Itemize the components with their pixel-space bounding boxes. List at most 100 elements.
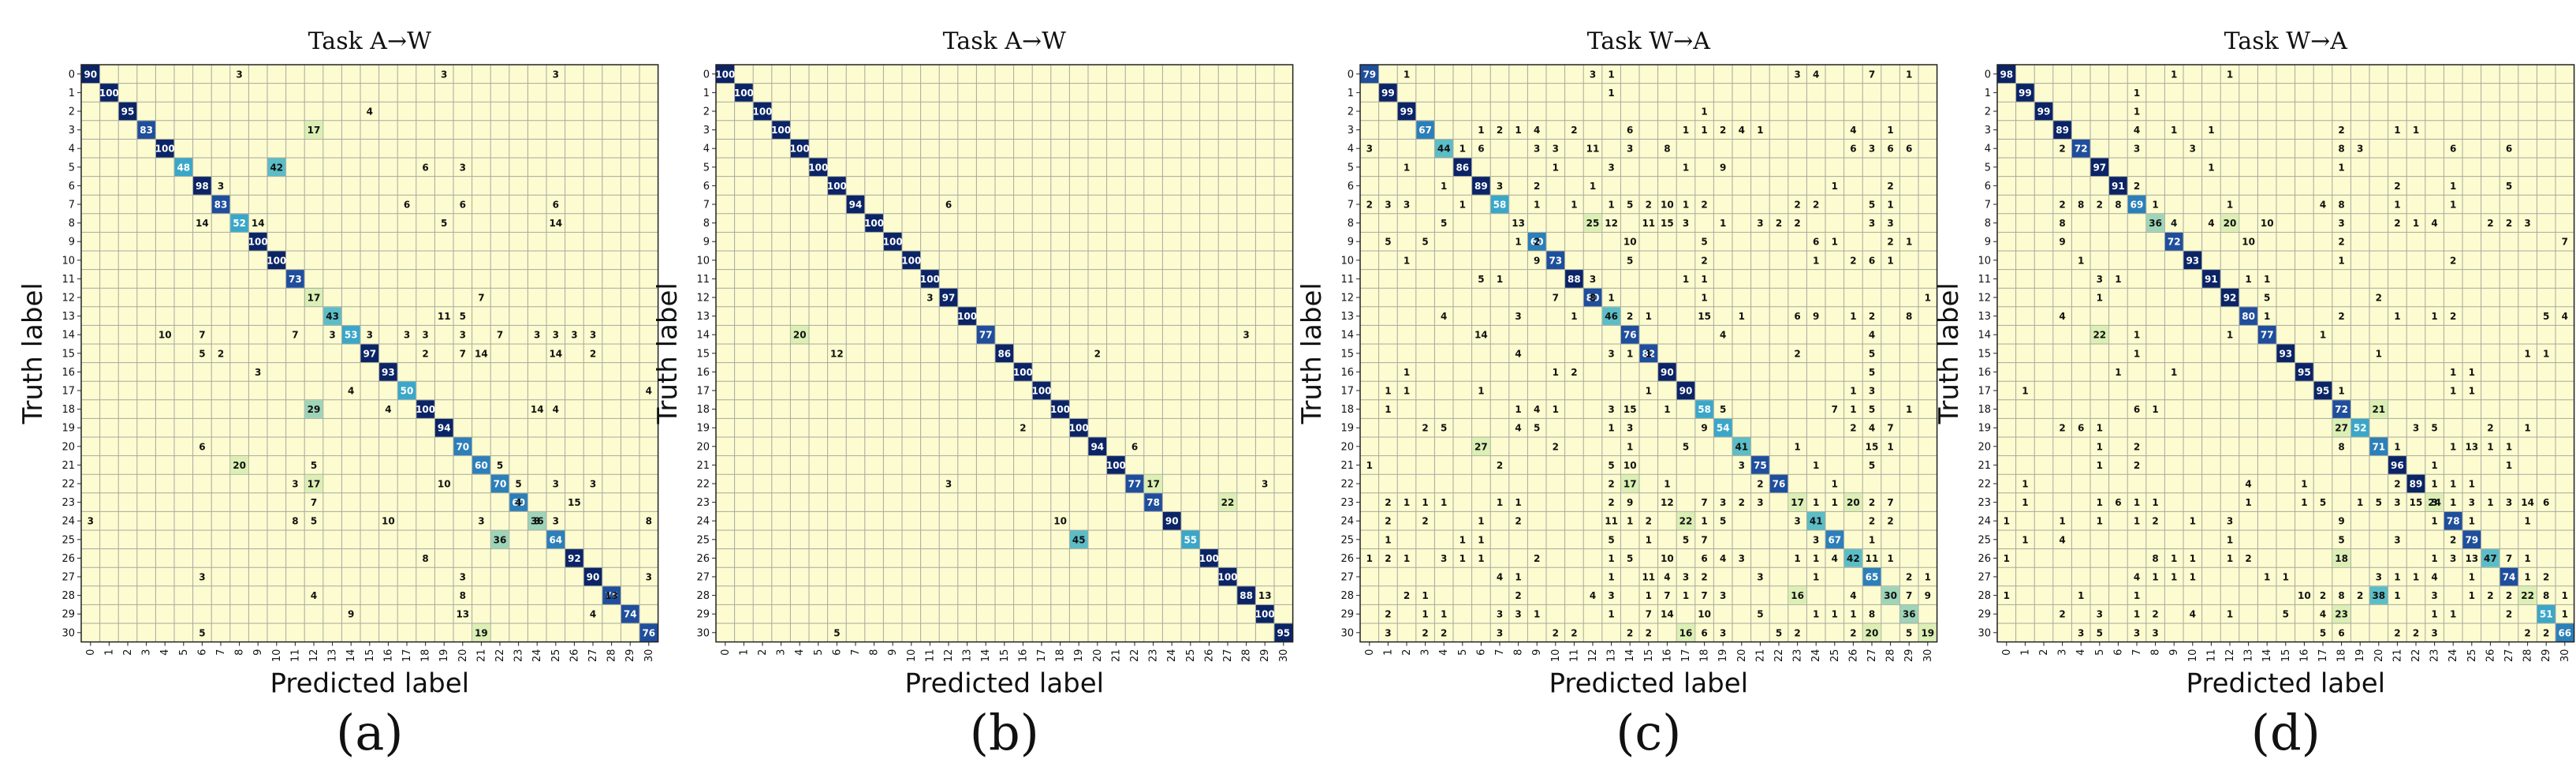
cell-value: 3 xyxy=(1497,181,1503,192)
cell-value: 47 xyxy=(2484,553,2497,564)
cell-value: 1 xyxy=(1683,200,1689,211)
matrix-cell xyxy=(2239,307,2257,325)
x-tick-label: 8 xyxy=(234,649,246,656)
matrix-panel-a: 9010095831004898835210010073844353979350… xyxy=(17,28,659,761)
x-tick-label: 13 xyxy=(2243,649,2255,663)
cell-value: 1 xyxy=(2097,293,2103,304)
y-axis-label: Truth label xyxy=(17,282,49,424)
y-tick-label: 14 xyxy=(1340,330,1354,342)
matrix-cell xyxy=(379,363,397,381)
cell-value: 36 xyxy=(1903,609,1916,620)
cell-value: 7 xyxy=(1832,404,1838,415)
cell-value: 23 xyxy=(2335,609,2348,620)
cell-value: 1 xyxy=(1887,255,1893,266)
cell-value: 14 xyxy=(475,348,488,359)
cell-value: 36 xyxy=(531,516,544,527)
cell-value: 74 xyxy=(2503,572,2516,583)
cell-value: 6 xyxy=(1131,441,1138,452)
cell-value: 1 xyxy=(2524,516,2530,527)
cell-value: 7 xyxy=(460,348,466,359)
cell-value: 2 xyxy=(2245,553,2251,564)
x-tick-label: 5 xyxy=(813,649,825,656)
cell-value: 2 xyxy=(2524,627,2530,638)
matrix-cell xyxy=(1490,195,1509,214)
cell-value: 1 xyxy=(2469,367,2475,378)
cell-value: 1 xyxy=(2394,572,2400,583)
x-tick-label: 15 xyxy=(1643,649,1655,663)
cell-value: 4 xyxy=(2431,218,2437,229)
cell-value: 1 xyxy=(2450,497,2456,508)
cell-value: 2 xyxy=(2134,441,2140,452)
x-tick-label: 26 xyxy=(1203,649,1215,663)
cell-value: 3 xyxy=(236,69,242,80)
x-tick-label: 23 xyxy=(513,649,525,663)
matrix-panel-d: 9899998972979169367293919280779395957252… xyxy=(1933,28,2575,761)
x-tick-label: 7 xyxy=(850,649,862,656)
cell-value: 3 xyxy=(255,367,261,378)
matrix-cell xyxy=(772,121,790,139)
cell-value: 44 xyxy=(1437,144,1451,155)
cell-value: 100 xyxy=(1031,386,1051,397)
x-tick-label: 2 xyxy=(757,649,769,656)
cell-value: 3 xyxy=(2227,516,2233,527)
matrix-cell xyxy=(2332,604,2350,623)
cell-value: 4 xyxy=(2562,311,2568,322)
x-tick-label: 12 xyxy=(1587,649,1599,663)
cell-value: 1 xyxy=(1720,218,1726,229)
matrix-cell xyxy=(1997,65,2016,84)
cell-value: 7 xyxy=(1869,69,1875,80)
cell-value: 2 xyxy=(2320,590,2326,601)
y-tick-label: 24 xyxy=(696,516,710,528)
x-tick-label: 7 xyxy=(2131,649,2143,656)
cell-value: 1 xyxy=(1887,200,1893,211)
cell-value: 2 xyxy=(2413,627,2419,638)
cell-value: 42 xyxy=(270,162,283,173)
cell-value: 3 xyxy=(1794,69,1800,80)
cell-value: 1 xyxy=(2134,609,2140,620)
cell-value: 6 xyxy=(1701,553,1707,564)
cell-value: 72 xyxy=(2075,144,2088,155)
cell-value: 1 xyxy=(2338,255,2344,266)
cell-value: 4 xyxy=(1739,125,1745,136)
cell-value: 4 xyxy=(1850,590,1856,601)
x-tick-label: 30 xyxy=(1278,649,1290,663)
matrix-cell xyxy=(509,493,528,511)
cell-value: 1 xyxy=(1478,386,1484,397)
cell-value: 2 xyxy=(2487,590,2493,601)
x-tick-label: 21 xyxy=(1110,649,1122,663)
matrix-cell xyxy=(921,270,939,288)
cell-value: 3 xyxy=(1627,423,1633,434)
cell-value: 5 xyxy=(2543,311,2549,322)
cell-value: 3 xyxy=(945,479,952,490)
cell-value: 2 xyxy=(1515,590,1521,601)
cell-value: 3 xyxy=(2450,553,2456,564)
y-tick-label: 5 xyxy=(1348,162,1354,174)
cell-value: 17 xyxy=(308,125,321,136)
x-tick-label: 24 xyxy=(1810,649,1822,663)
matrix-cell xyxy=(958,307,976,325)
cell-value: 100 xyxy=(267,255,286,266)
cell-value: 6 xyxy=(1887,144,1893,155)
cell-value: 8 xyxy=(1906,311,1912,322)
cell-value: 100 xyxy=(99,88,119,99)
cell-value: 15 xyxy=(568,497,581,508)
x-tick-label: 25 xyxy=(2466,649,2478,663)
x-tick-label: 0 xyxy=(720,649,732,656)
x-tick-label: 17 xyxy=(1680,649,1692,663)
x-tick-label: 5 xyxy=(2094,649,2106,656)
x-tick-label: 18 xyxy=(1055,649,1067,663)
x-tick-label: 30 xyxy=(643,649,655,663)
cell-value: 1 xyxy=(1683,274,1689,285)
matrix-cell xyxy=(2071,139,2090,158)
cell-value: 2 xyxy=(1720,125,1726,136)
cell-value: 2 xyxy=(2543,627,2549,638)
x-tick-label: 4 xyxy=(1438,649,1450,656)
cell-value: 4 xyxy=(1441,311,1447,322)
cell-value: 100 xyxy=(901,255,921,266)
cell-value: 1 xyxy=(2357,497,2363,508)
cell-value: 1 xyxy=(2413,218,2419,229)
cell-value: 1 xyxy=(2450,441,2456,452)
cell-value: 46 xyxy=(1605,311,1618,322)
x-tick-label: 5 xyxy=(1457,649,1469,656)
cell-value: 11 xyxy=(438,311,451,322)
